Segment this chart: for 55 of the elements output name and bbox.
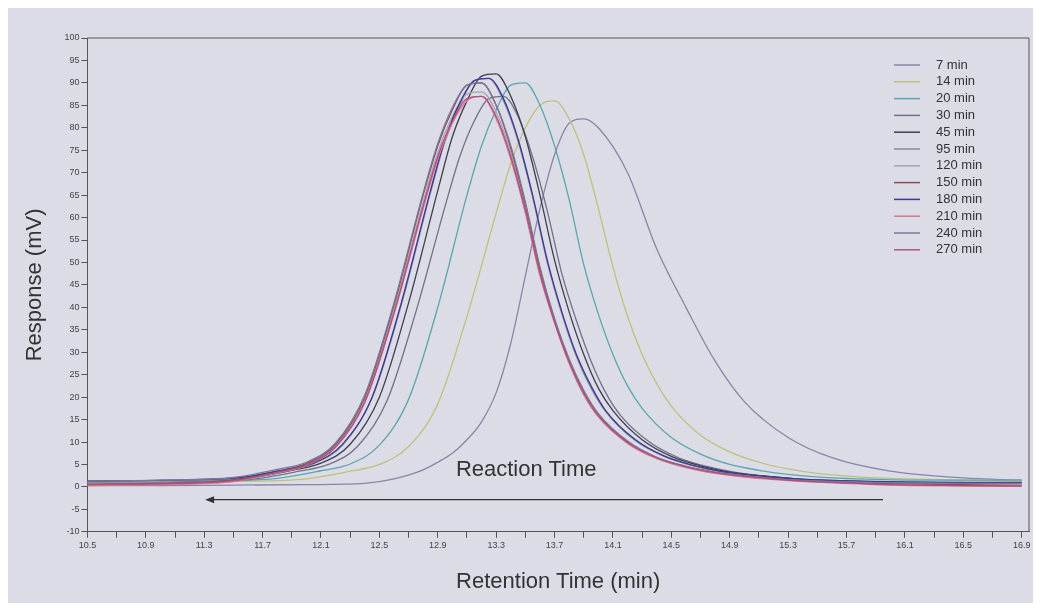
- y-tick-label: 35: [69, 324, 80, 335]
- y-tick-label: -5: [71, 503, 80, 514]
- legend-label: 45 min: [936, 123, 976, 139]
- y-tick-label: 65: [69, 189, 80, 200]
- x-tick-label: 12.1: [312, 539, 330, 550]
- x-tick-label: 12.9: [429, 539, 447, 550]
- x-tick-label: 16.9: [1012, 539, 1031, 550]
- x-tick-label: 15.7: [837, 539, 856, 550]
- y-tick-label: 60: [69, 212, 80, 223]
- y-tick-label: 25: [69, 369, 80, 380]
- y-tick-label: 70: [69, 167, 80, 178]
- x-tick-label: 14.1: [604, 539, 622, 550]
- y-tick-label: 5: [74, 458, 80, 469]
- legend-label: 120 min: [936, 157, 983, 173]
- y-tick-label: 30: [69, 346, 80, 357]
- x-tick-label: 12.5: [370, 539, 389, 550]
- y-tick-label: 20: [69, 391, 80, 402]
- x-tick-label: 16.1: [896, 539, 914, 550]
- x-tick-label: 15.3: [779, 539, 797, 550]
- legend-label: 30 min: [936, 106, 976, 122]
- legend-label: 7 min: [936, 56, 968, 72]
- legend-label: 180 min: [936, 190, 983, 206]
- x-tick-label: 14.5: [662, 539, 681, 550]
- y-tick-label: 90: [69, 77, 80, 88]
- annotation: Reaction Time: [455, 456, 597, 482]
- x-tick-label: 10.9: [137, 539, 155, 550]
- y-axis-title: Response (mV): [21, 208, 47, 362]
- x-tick-label: 14.9: [720, 539, 739, 550]
- legend-label: 14 min: [936, 73, 976, 89]
- y-tick-label: 80: [69, 122, 80, 133]
- x-tick-label: 11.3: [195, 539, 213, 550]
- y-tick-label: 50: [69, 256, 80, 267]
- y-tick-label: 100: [64, 32, 80, 43]
- legend-label: 270 min: [936, 241, 983, 257]
- y-tick-label: 0: [74, 481, 80, 492]
- y-tick-label: -10: [66, 526, 80, 537]
- y-tick-label: 75: [69, 144, 80, 155]
- legend-label: 240 min: [936, 224, 983, 240]
- legend-label: 150 min: [936, 174, 983, 190]
- legend-label: 95 min: [936, 140, 976, 156]
- legend-label: 210 min: [936, 207, 983, 223]
- x-tick-label: 10.5: [78, 539, 97, 550]
- y-tick-label: 10: [69, 436, 80, 447]
- x-tick-label: 11.7: [254, 539, 272, 550]
- y-tick-label: 40: [69, 301, 80, 312]
- y-tick-label: 85: [69, 99, 80, 110]
- x-tick-label: 13.3: [487, 539, 505, 550]
- y-tick-label: 95: [69, 54, 80, 65]
- legend-label: 20 min: [936, 90, 976, 106]
- x-axis-title: Retention Time (min): [456, 567, 661, 593]
- x-tick-label: 16.5: [954, 539, 973, 550]
- y-tick-label: 55: [69, 234, 80, 245]
- y-tick-label: 45: [69, 279, 80, 290]
- y-tick-label: 15: [69, 414, 80, 425]
- x-tick-label: 13.7: [545, 539, 564, 550]
